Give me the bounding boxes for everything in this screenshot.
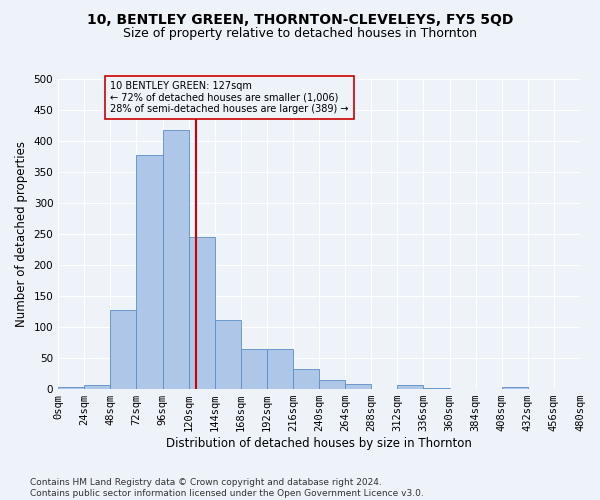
- Bar: [267, 349, 293, 389]
- Bar: [319, 380, 345, 389]
- Bar: [502, 386, 528, 389]
- Bar: [188, 236, 215, 389]
- Y-axis label: Number of detached properties: Number of detached properties: [15, 141, 28, 327]
- Text: 10 BENTLEY GREEN: 127sqm
← 72% of detached houses are smaller (1,006)
28% of sem: 10 BENTLEY GREEN: 127sqm ← 72% of detach…: [110, 81, 349, 114]
- X-axis label: Distribution of detached houses by size in Thornton: Distribution of detached houses by size …: [166, 437, 472, 450]
- Text: Size of property relative to detached houses in Thornton: Size of property relative to detached ho…: [123, 28, 477, 40]
- Bar: [215, 320, 241, 389]
- Bar: [110, 310, 136, 389]
- Bar: [424, 388, 449, 389]
- Text: 10, BENTLEY GREEN, THORNTON-CLEVELEYS, FY5 5QD: 10, BENTLEY GREEN, THORNTON-CLEVELEYS, F…: [87, 12, 513, 26]
- Bar: [136, 154, 163, 389]
- Bar: [241, 349, 267, 389]
- Bar: [163, 130, 188, 389]
- Bar: [84, 386, 110, 389]
- Bar: [58, 386, 84, 389]
- Bar: [293, 368, 319, 389]
- Bar: [345, 384, 371, 389]
- Text: Contains HM Land Registry data © Crown copyright and database right 2024.
Contai: Contains HM Land Registry data © Crown c…: [30, 478, 424, 498]
- Bar: [397, 386, 424, 389]
